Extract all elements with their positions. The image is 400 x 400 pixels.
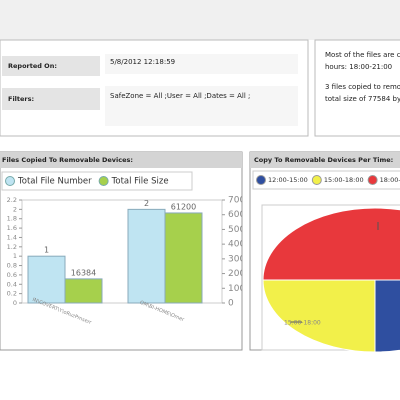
pie-chart: 15:00-18:00 — [262, 207, 400, 353]
y-tick-label: 0 — [13, 299, 17, 307]
label-cell — [2, 88, 100, 110]
bar — [64, 278, 103, 304]
y2-tick-label: 60000 — [228, 210, 257, 220]
value-label: 16384 — [71, 268, 96, 277]
reported-on-label: Reported On: — [8, 62, 57, 70]
legend-label: 18:00-21:00 — [380, 176, 400, 184]
legend-swatch — [256, 175, 266, 185]
legend-swatch — [367, 175, 378, 185]
y-tick-label: 1.6 — [7, 224, 17, 232]
reported-on: 5/8/2012 12:18:59 — [110, 58, 175, 66]
bar — [127, 208, 166, 304]
y-tick-label: 0.4 — [7, 280, 17, 288]
y2-tick-label: 50000 — [228, 225, 257, 235]
pie-slice — [262, 207, 400, 281]
bar-chart: 00.20.40.60.811.21.41.61.822.20100002000… — [7, 196, 257, 327]
legend-box — [1, 171, 193, 191]
legend-swatch — [5, 176, 15, 186]
summary-panel — [314, 39, 400, 137]
summary-line: total size of 77584 by — [325, 95, 400, 103]
y-tick-label: 2 — [13, 205, 17, 213]
value-cell — [105, 54, 298, 74]
value-label: 61200 — [171, 202, 196, 211]
legend-label: 12:00-15:00 — [268, 176, 308, 184]
pie-slice — [374, 279, 400, 353]
pie-title: Copy To Removable Devices Per Time: — [254, 156, 393, 164]
legend-label: Total File Number — [17, 177, 92, 187]
bar — [27, 255, 66, 304]
y2-tick-label: 40000 — [228, 240, 257, 250]
y-tick-label: 1.2 — [7, 243, 17, 251]
y2-tick-label: 70000 — [228, 196, 257, 206]
y2-tick-label: 10000 — [228, 284, 257, 294]
legend-label: 15:00-18:00 — [324, 176, 364, 184]
filters-label: Filters: — [8, 95, 34, 103]
panel-header — [250, 152, 400, 168]
y-tick-label: 0.6 — [7, 271, 17, 279]
value-label: 2 — [144, 199, 149, 208]
summary-line: hours: 18:00-21:00 — [325, 63, 392, 71]
y2-tick-label: 0 — [228, 299, 234, 309]
value-cell — [105, 86, 298, 126]
bar — [164, 212, 203, 304]
legend-swatch — [311, 175, 322, 185]
legend-label: Total File Size — [111, 177, 169, 187]
top-band — [0, 0, 400, 40]
summary-line: Most of the files are c — [325, 51, 400, 59]
label-cell — [2, 56, 100, 76]
y-tick-label: 1.8 — [7, 215, 17, 223]
legend-swatch — [98, 176, 109, 186]
slice-label: 15:00-18:00 — [284, 320, 321, 327]
panel-header — [0, 152, 242, 168]
filters: SafeZone = All ;User = All ;Dates = All … — [110, 92, 250, 100]
y-tick-label: 0.2 — [7, 290, 17, 298]
y2-tick-label: 20000 — [228, 269, 257, 279]
y-tick-label: 2.2 — [7, 196, 17, 204]
y-tick-label: 1.4 — [7, 233, 17, 241]
y-tick-label: 1 — [13, 252, 17, 260]
y2-tick-label: 30000 — [228, 254, 257, 264]
y-tick-label: 0.8 — [7, 262, 17, 270]
value-label: 1 — [44, 246, 49, 255]
bar-title: Files Copied To Removable Devices: — [2, 156, 133, 164]
summary-line: 3 files copied to remo — [325, 83, 400, 91]
legend-box — [252, 170, 400, 190]
pie-slice — [262, 279, 376, 353]
